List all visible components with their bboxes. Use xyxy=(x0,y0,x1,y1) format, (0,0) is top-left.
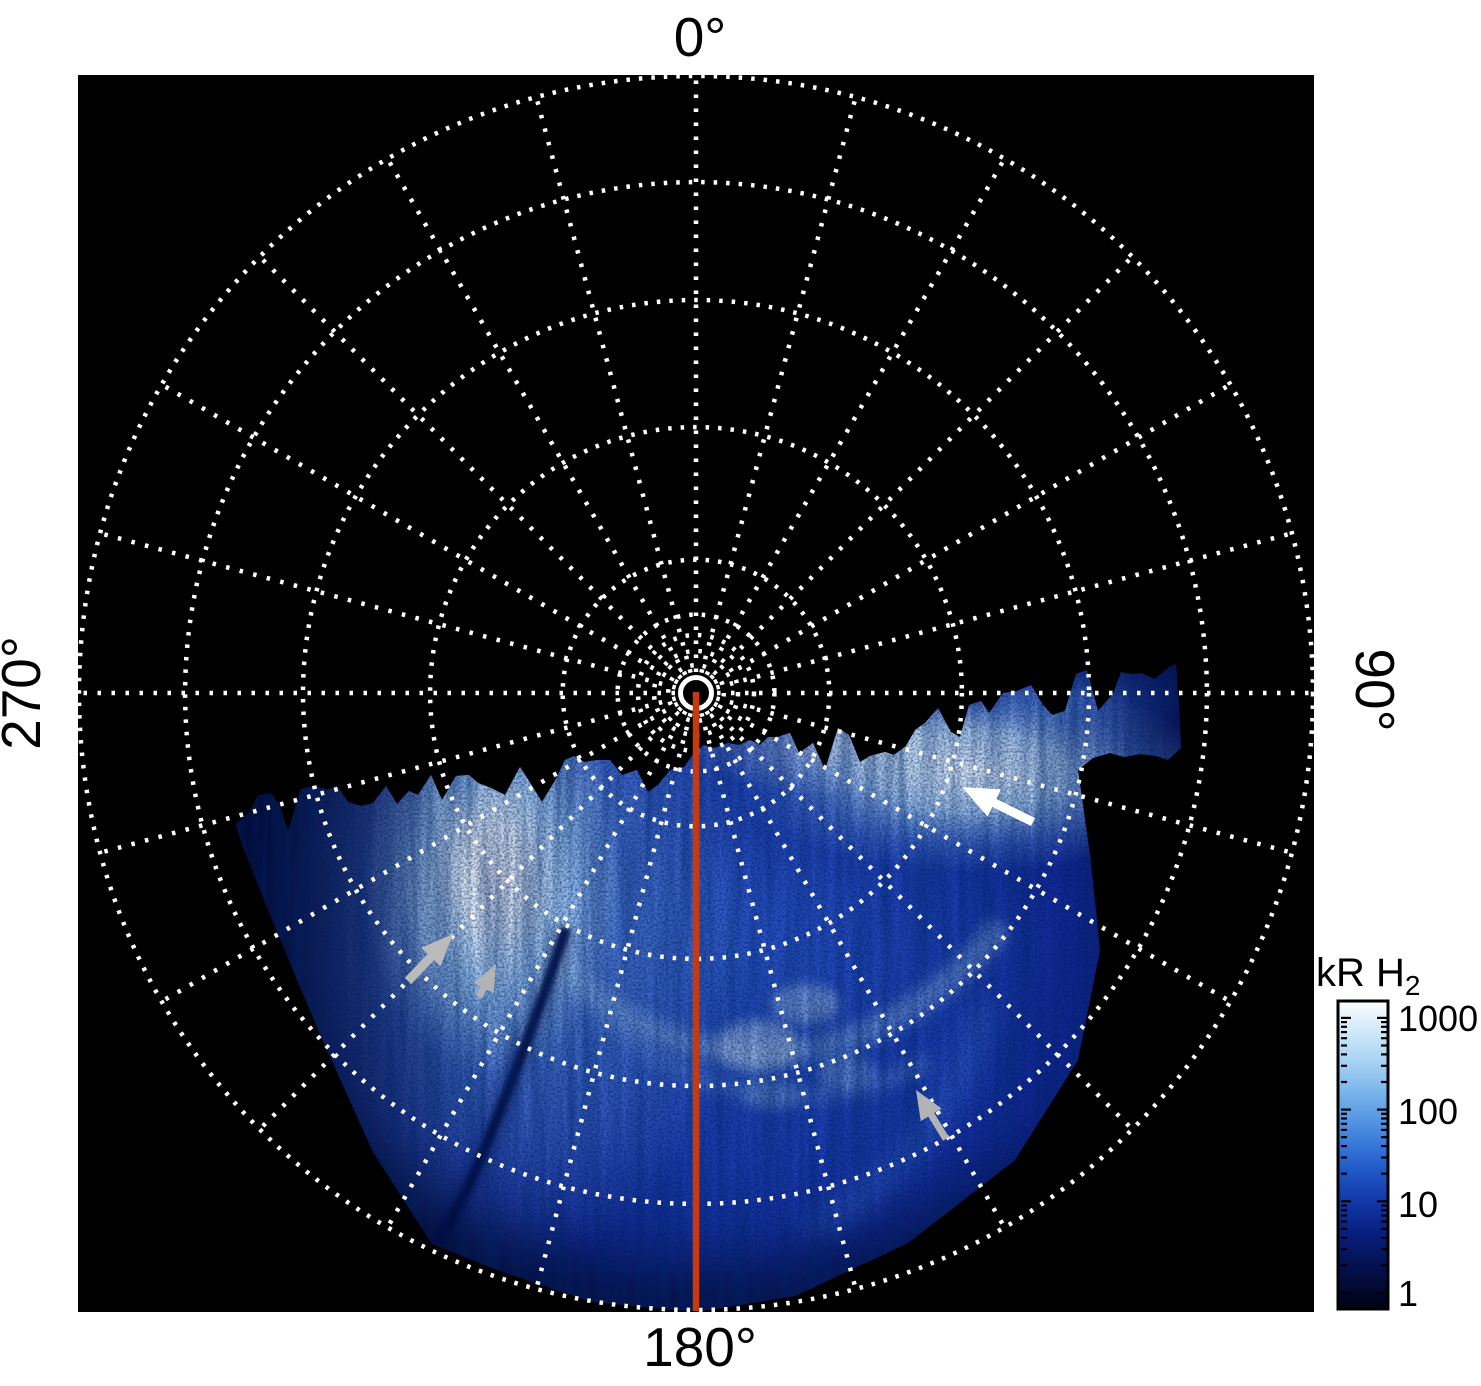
colorbar-tick-label: 1 xyxy=(1398,1273,1418,1314)
colorbar-tick-label: 1000 xyxy=(1398,998,1478,1039)
grid-spoke xyxy=(259,706,683,1130)
grid-spoke xyxy=(713,701,1230,1003)
grid-spoke xyxy=(699,98,858,674)
gray-arrowhead-lower-right-shaft xyxy=(926,1109,949,1141)
colorbar-tick-label: 10 xyxy=(1398,1184,1438,1225)
grid-spoke xyxy=(715,696,1291,855)
angle-label-0: 0° xyxy=(674,6,727,68)
gray-arrow-left-large-shaft xyxy=(404,951,437,985)
grid-spoke xyxy=(386,159,688,676)
grid-spoke xyxy=(534,98,693,674)
angle-label-180: 180° xyxy=(643,1316,757,1378)
colorbar-tick-label: 100 xyxy=(1398,1091,1458,1132)
grid-spoke xyxy=(699,712,858,1288)
grid-spoke xyxy=(162,383,679,685)
grid-spoke xyxy=(386,710,688,1227)
grid-circle xyxy=(300,297,1092,1089)
grid-spoke xyxy=(715,531,1291,690)
grid-spoke xyxy=(704,159,1006,676)
colorbar-title: kR H2 xyxy=(1316,951,1420,1001)
grid-spoke xyxy=(709,706,1133,1130)
grid-spoke xyxy=(101,696,677,855)
grid-spoke xyxy=(101,531,677,690)
grid-circle xyxy=(665,662,727,724)
gray-arrow-left-large-head xyxy=(421,934,453,967)
white-arrow-upper-right-head xyxy=(962,787,1001,817)
grid-spoke xyxy=(259,256,683,680)
grid-spoke xyxy=(713,383,1230,685)
grid-circle xyxy=(427,424,965,962)
angle-label-90: 90° xyxy=(1344,648,1406,731)
gray-arrowhead-lower-right-head xyxy=(916,1090,942,1122)
grid-spoke xyxy=(534,712,693,1288)
gray-arrowhead-left-head xyxy=(473,964,496,994)
grid-spoke xyxy=(709,256,1133,680)
colorbar-ticks xyxy=(1341,1016,1387,1295)
colorbar-gradient xyxy=(1336,999,1390,1311)
grid-spoke xyxy=(162,701,679,1003)
angle-label-270: 270° xyxy=(0,636,52,750)
annotation-arrows xyxy=(404,787,1035,1141)
colorbar: kR H2 1000 100 10 1 xyxy=(1316,951,1478,1314)
grid-circle xyxy=(78,75,1314,1312)
white-arrow-upper-right-shaft xyxy=(988,797,1035,827)
grid-spoke xyxy=(704,710,1006,1227)
